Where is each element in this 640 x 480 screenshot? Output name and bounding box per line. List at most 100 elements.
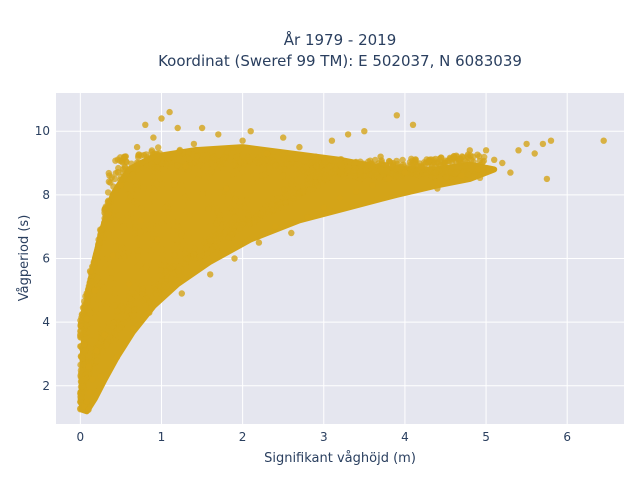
data-point [104, 189, 112, 196]
data-point [77, 367, 85, 374]
data-point [507, 169, 514, 176]
data-point [98, 245, 105, 252]
data-point [154, 166, 162, 173]
data-point [389, 170, 396, 177]
x-axis-ticks: 0 1 2 3 4 5 6 [77, 430, 571, 444]
data-point [170, 251, 178, 258]
data-point [409, 121, 417, 128]
data-point [276, 199, 283, 207]
data-point [207, 271, 214, 278]
data-point [121, 153, 129, 160]
data-point [231, 196, 239, 203]
data-point [93, 347, 100, 354]
data-point [107, 275, 115, 282]
data-point [284, 168, 291, 175]
data-point [466, 147, 473, 154]
data-point [177, 178, 184, 186]
data-point [194, 163, 202, 170]
data-point [262, 201, 269, 209]
data-point [464, 170, 471, 178]
data-point [244, 154, 252, 162]
data-point [282, 190, 289, 198]
x-axis-title: Signifikant våghöjd (m) [264, 451, 416, 466]
data-point [399, 156, 406, 164]
data-point [182, 260, 189, 268]
data-point [368, 172, 376, 179]
data-point [271, 190, 278, 197]
data-point [279, 151, 286, 158]
data-point [304, 213, 311, 221]
data-point [263, 150, 271, 157]
data-point [523, 140, 530, 148]
data-point [112, 236, 120, 244]
data-point [92, 255, 99, 262]
data-point [140, 184, 147, 191]
data-point [92, 314, 99, 321]
data-point [450, 153, 457, 160]
data-point [110, 337, 118, 344]
data-point [143, 151, 150, 158]
data-point [136, 261, 143, 269]
data-point [127, 210, 135, 217]
data-point [436, 174, 443, 181]
data-point [182, 163, 189, 170]
data-point [173, 222, 181, 230]
data-point [245, 216, 252, 223]
data-point [145, 246, 152, 253]
data-point [104, 255, 111, 262]
data-point [166, 263, 173, 270]
data-point [196, 170, 204, 178]
data-point [93, 357, 100, 365]
data-point [126, 176, 133, 183]
data-point [353, 188, 360, 195]
data-point [453, 169, 460, 176]
data-point [158, 181, 166, 188]
data-point [85, 406, 92, 413]
data-point [149, 174, 157, 181]
data-point [99, 348, 106, 356]
data-point [83, 291, 91, 298]
y-axis-title: Vågperiod (s) [17, 215, 32, 302]
data-point [547, 137, 555, 144]
data-point [83, 315, 91, 323]
data-point [85, 363, 92, 370]
data-point [154, 236, 161, 243]
y-tick-label: 8 [42, 188, 50, 202]
data-point [174, 277, 181, 284]
data-point [136, 247, 144, 255]
data-point [114, 168, 122, 176]
data-point [99, 270, 106, 277]
data-point [137, 159, 145, 167]
data-point [121, 253, 128, 260]
data-point [201, 239, 208, 246]
data-point [193, 176, 200, 183]
data-point [385, 175, 392, 183]
data-point [241, 205, 249, 212]
data-point [77, 328, 84, 335]
data-point [539, 140, 547, 148]
data-point [289, 155, 296, 162]
data-point [174, 162, 181, 169]
data-point [231, 255, 238, 262]
data-point [154, 151, 161, 159]
data-point [329, 157, 336, 164]
data-point [110, 280, 118, 287]
data-point [543, 175, 551, 183]
data-points [77, 108, 607, 415]
data-point [312, 179, 319, 186]
chart-title-line-1: År 1979 - 2019 [284, 30, 397, 49]
data-point [129, 325, 137, 332]
data-point [108, 174, 115, 181]
data-point [158, 115, 165, 122]
data-point [243, 197, 251, 204]
data-point [212, 242, 219, 250]
data-point [480, 164, 487, 171]
data-point [515, 147, 522, 154]
data-point [125, 280, 133, 288]
data-point [121, 175, 128, 183]
data-point [105, 210, 112, 218]
y-axis-ticks: 2 4 6 8 10 [35, 124, 50, 393]
data-point [105, 231, 112, 238]
data-point [481, 153, 488, 161]
data-point [280, 134, 287, 141]
